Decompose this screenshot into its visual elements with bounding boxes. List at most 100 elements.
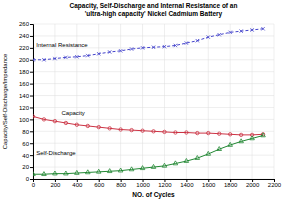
tick-label: 220 (19, 45, 30, 51)
grid-line (33, 35, 274, 36)
tick-mark (30, 72, 33, 73)
tick: 1800 (224, 179, 238, 188)
point (86, 54, 89, 57)
point (196, 131, 199, 134)
tick: 260 (19, 21, 33, 27)
x-axis: 0200400600800100012001400160018002000220… (32, 179, 282, 188)
y-axis: 020406080100120140160180200220240260 (19, 21, 34, 182)
grid-line (33, 95, 274, 96)
tick-label: 160 (19, 81, 30, 87)
annotation: Self-Discharge (36, 150, 76, 156)
tick: 160 (19, 81, 33, 87)
point (96, 169, 101, 173)
point (53, 119, 56, 122)
point (33, 115, 35, 118)
tick: 40 (22, 153, 33, 159)
grid-line (274, 24, 275, 179)
tick-label: 240 (19, 33, 30, 39)
tick: 2000 (246, 179, 260, 188)
point (130, 47, 133, 50)
tick-label: 2200 (268, 182, 282, 188)
point (130, 128, 133, 131)
point (75, 55, 78, 58)
annotation: Capacity (61, 110, 84, 116)
point (53, 171, 58, 175)
point (250, 136, 255, 140)
point (53, 57, 56, 60)
grid-line (98, 24, 99, 179)
tick: 140 (19, 93, 33, 99)
grid-line (33, 59, 274, 60)
tick-label: 800 (116, 182, 127, 188)
point (107, 169, 112, 173)
tick-label: 200 (50, 182, 61, 188)
tick-mark (30, 179, 33, 180)
tick: 80 (22, 129, 33, 135)
tick-mark (30, 167, 33, 168)
line (33, 135, 263, 174)
tick-label: 1800 (224, 182, 238, 188)
point (141, 46, 144, 49)
tick-label: 260 (19, 21, 30, 27)
point (239, 139, 244, 143)
tick: 800 (116, 179, 127, 188)
point (75, 170, 80, 174)
point (239, 133, 242, 136)
point (64, 171, 69, 175)
tick-mark (30, 107, 33, 108)
grid-line (33, 83, 274, 84)
point (173, 161, 178, 165)
tick: 400 (72, 179, 83, 188)
point (152, 46, 155, 49)
tick-label: 600 (94, 182, 105, 188)
point (141, 129, 144, 132)
point (207, 35, 210, 38)
point (42, 118, 45, 121)
tick-label: 80 (22, 129, 29, 135)
point (119, 49, 122, 52)
point (206, 151, 211, 155)
tick-label: 60 (22, 141, 29, 147)
tick: 1400 (180, 179, 194, 188)
point (185, 41, 188, 44)
point (261, 133, 264, 136)
point (218, 132, 221, 135)
tick-mark (30, 155, 33, 156)
grid-line (252, 24, 253, 179)
point (33, 172, 35, 176)
tick-mark (30, 119, 33, 120)
tick-mark (30, 60, 33, 61)
tick-label: 1400 (180, 182, 194, 188)
point (129, 167, 134, 171)
tick: 240 (19, 33, 33, 39)
point (75, 123, 78, 126)
series-group (33, 27, 265, 175)
tick-mark (30, 96, 33, 97)
point (108, 127, 111, 130)
point (64, 56, 67, 59)
grid-line (208, 24, 209, 179)
point (42, 58, 45, 61)
point (151, 164, 156, 168)
tick-mark (30, 48, 33, 49)
point (97, 52, 100, 55)
chart: 0200400600800100012001400160018002000220… (0, 0, 282, 200)
tick: 220 (19, 45, 33, 51)
plot: 0200400600800100012001400160018002000220… (19, 21, 282, 188)
tick-label: 2000 (246, 182, 260, 188)
grid-line (33, 71, 274, 72)
tick: 0 (32, 179, 36, 188)
grid-line (230, 24, 231, 179)
tick: 2200 (268, 179, 282, 188)
tick-mark (30, 24, 33, 25)
tick-mark (30, 84, 33, 85)
y-axis-title: Capacity/Self-Discharge/Impedance (2, 53, 8, 149)
x-axis-title: NO. of Cycles (132, 191, 175, 199)
tick: 200 (50, 179, 61, 188)
tick: 0 (26, 176, 33, 182)
point (228, 142, 233, 146)
tick-label: 0 (32, 182, 36, 188)
tick-label: 200 (19, 57, 30, 63)
point (261, 27, 264, 30)
tick-mark (30, 131, 33, 132)
